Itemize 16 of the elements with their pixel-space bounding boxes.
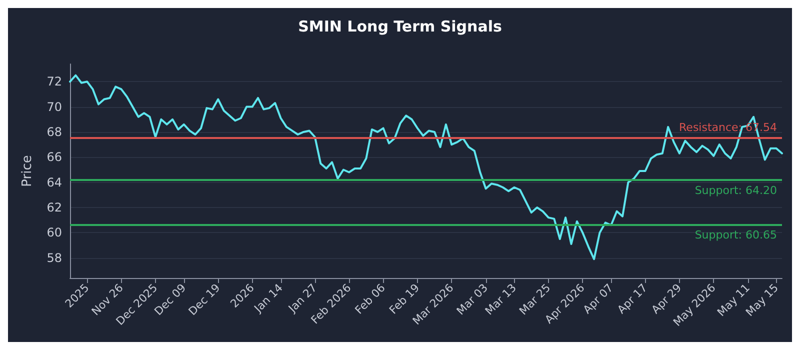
y-tick-label: 68 <box>46 124 62 139</box>
y-axis-title: Price <box>20 155 35 187</box>
y-tick-label: 58 <box>46 250 62 265</box>
y-tick-label: 70 <box>46 100 62 114</box>
y-tick-label: 62 <box>46 200 62 215</box>
x-tick-label: Feb 06 <box>352 281 388 317</box>
line-series <box>69 74 783 260</box>
y-tick-label: 66 <box>46 150 62 164</box>
x-tick-label: Apr 17 <box>614 281 650 316</box>
y-tick-label: 72 <box>46 74 62 89</box>
x-tick-label: Dec 19 <box>186 281 223 318</box>
y-tick-label: 64 <box>46 175 62 190</box>
ref-line-label: Support: 64.20 <box>694 184 777 197</box>
ref-line-label: Support: 60.65 <box>694 228 777 242</box>
chart-title: SMIN Long Term Signals <box>298 18 502 36</box>
y-tick-label: 60 <box>46 226 62 240</box>
